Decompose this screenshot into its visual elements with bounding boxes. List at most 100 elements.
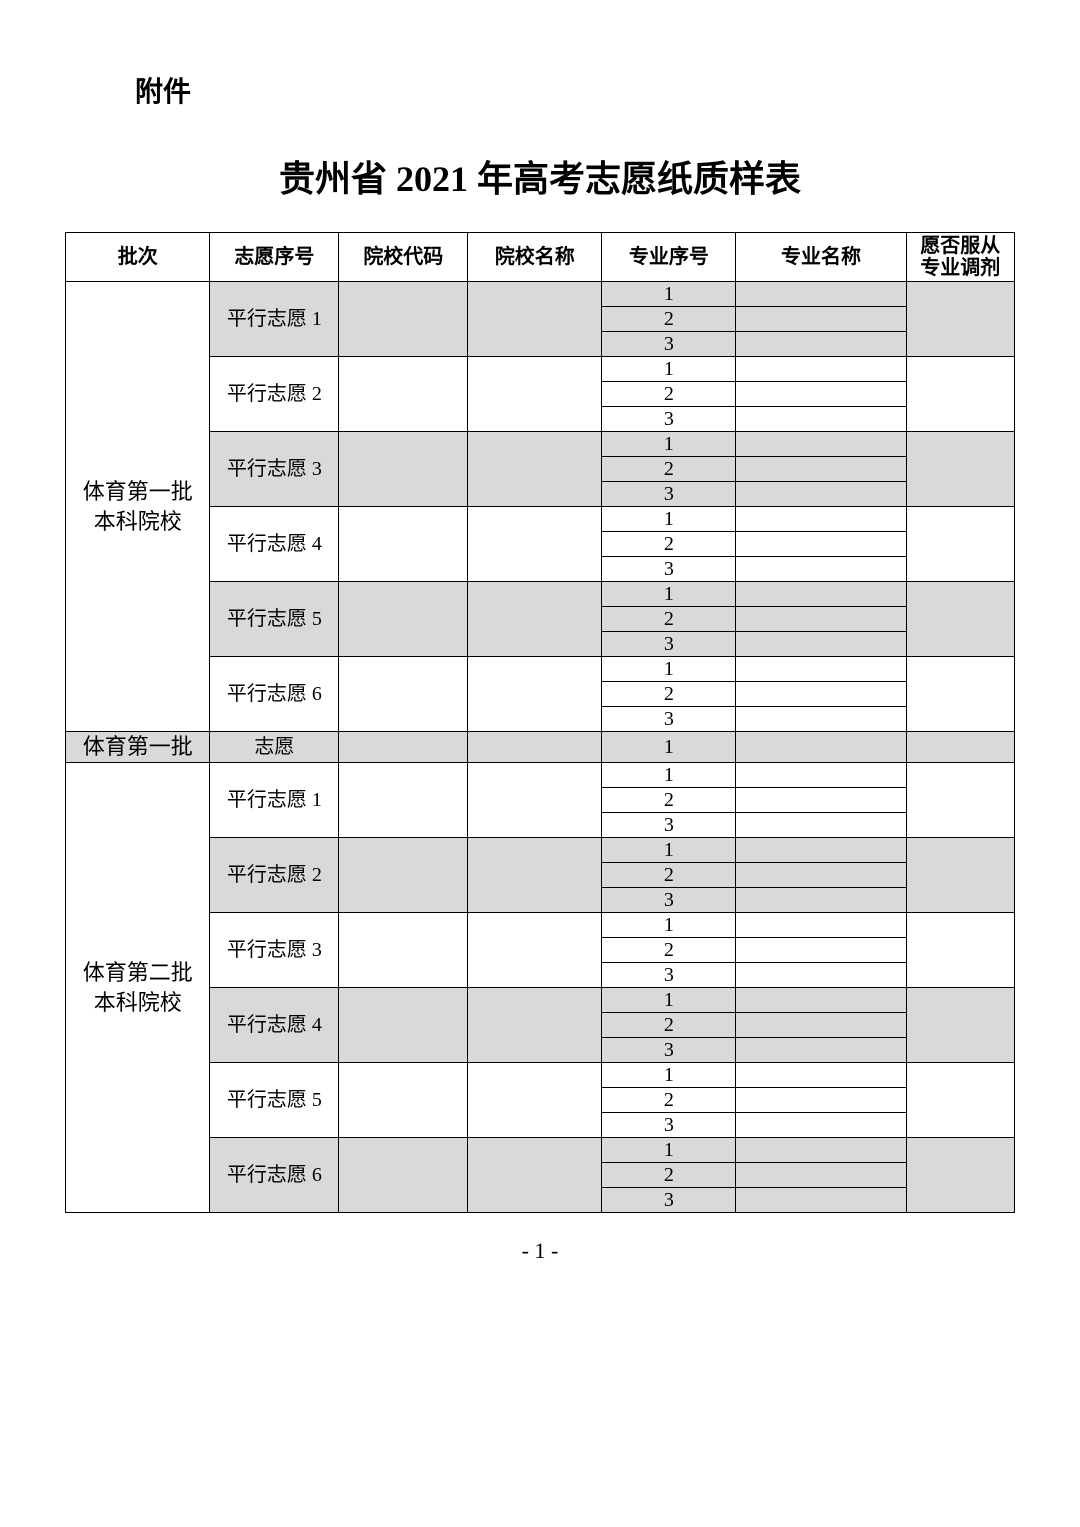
major-order-cell: 3 <box>602 332 736 357</box>
major-order-cell: 3 <box>602 1113 736 1138</box>
accept-adjust-cell <box>906 732 1014 763</box>
major-order-cell: 2 <box>602 863 736 888</box>
major-order-cell: 2 <box>602 1013 736 1038</box>
col-school-code: 院校代码 <box>339 233 468 282</box>
wish-order-cell: 平行志愿 6 <box>210 1138 339 1213</box>
col-wish-order: 志愿序号 <box>210 233 339 282</box>
school-code-cell <box>339 582 468 657</box>
major-order-cell: 1 <box>602 838 736 863</box>
wish-order-cell: 平行志愿 3 <box>210 913 339 988</box>
col-major-name: 专业名称 <box>736 233 906 282</box>
school-code-cell <box>339 657 468 732</box>
major-name-cell <box>736 838 906 863</box>
major-order-cell: 1 <box>602 357 736 382</box>
batch-name-l1: 体育第一批 <box>83 479 193 504</box>
document-page: 附件 贵州省 2021 年高考志愿纸质样表 批次 志愿序号 院校代码 院校名称 … <box>0 0 1080 1304</box>
wish-order-cell: 平行志愿 6 <box>210 657 339 732</box>
table-body: 体育第一批本科院校平行志愿 1123平行志愿 2123平行志愿 3123平行志愿… <box>66 282 1015 1213</box>
col-accept-adjust-l2: 专业调剂 <box>920 257 1000 279</box>
major-order-cell: 2 <box>602 457 736 482</box>
major-order-cell: 1 <box>602 763 736 788</box>
major-order-cell: 3 <box>602 707 736 732</box>
table-row: 体育第二批本科院校平行志愿 11 <box>66 763 1015 788</box>
accept-adjust-cell <box>906 507 1014 582</box>
accept-adjust-cell <box>906 432 1014 507</box>
table-header-row: 批次 志愿序号 院校代码 院校名称 专业序号 专业名称 愿否服从 专业调剂 <box>66 233 1015 282</box>
major-order-cell: 2 <box>602 938 736 963</box>
major-order-cell: 2 <box>602 382 736 407</box>
batch-cell: 体育第一批 <box>66 732 210 763</box>
major-order-cell: 2 <box>602 607 736 632</box>
wish-order-cell: 平行志愿 2 <box>210 838 339 913</box>
school-name-cell <box>468 988 602 1063</box>
wish-order-cell: 平行志愿 1 <box>210 282 339 357</box>
accept-adjust-cell <box>906 838 1014 913</box>
accept-adjust-cell <box>906 763 1014 838</box>
accept-adjust-cell <box>906 657 1014 732</box>
major-order-cell: 2 <box>602 532 736 557</box>
major-order-cell: 3 <box>602 407 736 432</box>
major-name-cell <box>736 1188 906 1213</box>
major-order-cell: 3 <box>602 1038 736 1063</box>
page-number: - 1 - <box>65 1238 1015 1264</box>
major-name-cell <box>736 1063 906 1088</box>
major-order-cell: 1 <box>602 657 736 682</box>
school-name-cell <box>468 582 602 657</box>
major-name-cell <box>736 888 906 913</box>
major-name-cell <box>736 657 906 682</box>
major-name-cell <box>736 282 906 307</box>
major-order-cell: 1 <box>602 913 736 938</box>
wish-order-cell: 平行志愿 1 <box>210 763 339 838</box>
school-code-cell <box>339 838 468 913</box>
major-order-cell: 1 <box>602 282 736 307</box>
school-code-cell <box>339 913 468 988</box>
major-name-cell <box>736 682 906 707</box>
major-name-cell <box>736 788 906 813</box>
school-name-cell <box>468 763 602 838</box>
table-row: 体育第一批本科院校平行志愿 11 <box>66 282 1015 307</box>
major-name-cell <box>736 332 906 357</box>
col-batch: 批次 <box>66 233 210 282</box>
major-order-cell: 2 <box>602 1163 736 1188</box>
major-order-cell: 1 <box>602 507 736 532</box>
major-name-cell <box>736 432 906 457</box>
major-name-cell <box>736 382 906 407</box>
major-name-cell <box>736 532 906 557</box>
major-name-cell <box>736 457 906 482</box>
accept-adjust-cell <box>906 913 1014 988</box>
major-order-cell: 1 <box>602 988 736 1013</box>
major-order-cell: 3 <box>602 888 736 913</box>
col-accept-adjust-l1: 愿否服从 <box>920 235 1000 257</box>
major-name-cell <box>736 482 906 507</box>
school-name-cell <box>468 282 602 357</box>
wish-order-cell: 平行志愿 2 <box>210 357 339 432</box>
wish-order-cell: 平行志愿 3 <box>210 432 339 507</box>
major-name-cell <box>736 1038 906 1063</box>
major-order-cell: 3 <box>602 963 736 988</box>
school-code-cell <box>339 282 468 357</box>
major-order-cell: 3 <box>602 482 736 507</box>
major-order-cell: 1 <box>602 432 736 457</box>
page-title: 贵州省 2021 年高考志愿纸质样表 <box>65 150 1015 202</box>
major-order-cell: 1 <box>602 1138 736 1163</box>
batch-name-l2: 本科院校 <box>94 990 182 1015</box>
major-name-cell <box>736 557 906 582</box>
school-code-cell <box>339 763 468 838</box>
table-row: 体育第一批志愿1 <box>66 732 1015 763</box>
major-name-cell <box>736 507 906 532</box>
major-name-cell <box>736 632 906 657</box>
major-name-cell <box>736 913 906 938</box>
accept-adjust-cell <box>906 282 1014 357</box>
major-order-cell: 3 <box>602 632 736 657</box>
major-name-cell <box>736 1138 906 1163</box>
wish-order-cell: 平行志愿 4 <box>210 988 339 1063</box>
major-order-cell: 2 <box>602 1088 736 1113</box>
attachment-label: 附件 <box>135 70 1015 110</box>
major-name-cell <box>736 863 906 888</box>
major-name-cell <box>736 732 906 763</box>
school-name-cell <box>468 1063 602 1138</box>
batch-cell: 体育第二批本科院校 <box>66 763 210 1213</box>
major-order-cell: 2 <box>602 788 736 813</box>
major-name-cell <box>736 582 906 607</box>
major-name-cell <box>736 307 906 332</box>
